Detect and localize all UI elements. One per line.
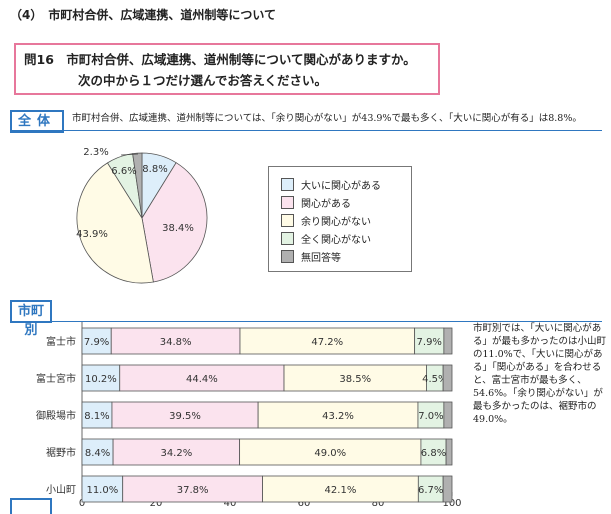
bar-value-label: 39.5% <box>169 411 201 422</box>
legend-label: 大いに関心がある <box>301 181 381 192</box>
bar-value-label: 7.9% <box>417 337 442 348</box>
question-line-1: 問16 市町村合併、広域連携、道州制等について関心がありますか。 <box>24 52 416 67</box>
pie-label-2: 43.9% <box>76 229 108 240</box>
pie-slice-1 <box>141 162 208 283</box>
bar-segment <box>112 438 241 466</box>
legend-swatch <box>281 232 294 245</box>
bar-value-label: 37.8% <box>177 485 209 496</box>
question-box: 問16 市町村合併、広域連携、道州制等について関心がありますか。 次の中から１つ… <box>14 43 440 95</box>
city-note: 市町別では、「大いに関心がある」が最も多かったのは小山町の11.0%で、「大いに… <box>473 323 607 425</box>
bar-category-label: 小山町 <box>46 484 76 496</box>
bar-value-label: 34.2% <box>160 448 192 459</box>
bar-value-label: 34.8% <box>160 337 192 348</box>
bar-segment <box>417 401 445 429</box>
bar-category-label: 御殿場市 <box>36 409 76 422</box>
legend-swatch <box>281 178 294 191</box>
bar-segment <box>445 438 453 466</box>
section-title: （4） 市町村合併、広域連携、道州制等について <box>10 8 276 22</box>
bar-value-label: 38.5% <box>339 374 371 385</box>
bar-segment <box>443 401 453 429</box>
bar-segment <box>442 475 453 503</box>
bar-segment <box>81 364 121 392</box>
pie-label-4: 2.3% <box>83 147 108 158</box>
bar-segment <box>283 364 427 392</box>
pie-leader-line <box>120 153 139 156</box>
legend-swatch <box>281 214 294 227</box>
city-tag: 市町別 <box>10 300 52 338</box>
next-section-tag <box>10 498 52 514</box>
legend-label: 無回答等 <box>301 253 341 264</box>
bar-value-label: 8.4% <box>85 448 110 459</box>
x-tick-label: 0 <box>79 498 85 507</box>
overall-summary: 市町村合併、広域連携、道州制等については、「余り関心がない」が43.9%で最も多… <box>72 113 582 124</box>
bar-segment <box>239 327 416 355</box>
bar-value-label: 11.0% <box>86 485 118 496</box>
bar-segment <box>414 327 445 355</box>
pie-chart: 8.8% 38.4% 43.9% 6.6%2.3% <box>76 147 208 284</box>
bar-segment <box>81 438 114 466</box>
bar-value-label: 42.1% <box>325 485 357 496</box>
legend-label: 全く関心がない <box>301 235 371 246</box>
legend-swatch <box>281 250 294 263</box>
bar-value-label: 44.4% <box>186 374 218 385</box>
pie-label-1: 38.4% <box>162 223 194 234</box>
overall-divider <box>10 130 602 131</box>
pie-legend: 大いに関心がある 関心がある余り関心がない 全く関心がない 無回答等 <box>268 166 412 272</box>
bar-value-label: 4.5% <box>422 374 447 385</box>
x-tick-label: 100 <box>442 498 461 507</box>
pie-slice-2 <box>76 162 154 284</box>
bar-category-label: 裾野市 <box>46 446 76 459</box>
bar-value-label: 43.2% <box>322 411 354 422</box>
overall-tag: 全体 <box>10 110 64 133</box>
bar-segment <box>81 401 113 429</box>
pie-label-3: 6.6% <box>111 166 136 177</box>
question-line-2: 次の中から１つだけ選んでお答えください。 <box>78 73 328 88</box>
bar-value-label: 10.2% <box>85 374 117 385</box>
bar-segment <box>239 438 422 466</box>
legend-label: 余り関心がない <box>301 217 371 228</box>
bar-segment <box>81 327 112 355</box>
bar-segment <box>443 327 453 355</box>
bar-segment <box>81 475 124 503</box>
bar-segment <box>110 327 241 355</box>
bar-value-label: 7.0% <box>418 411 443 422</box>
pie-slice-4 <box>132 152 143 219</box>
city-divider <box>10 321 602 322</box>
bar-segment <box>257 401 419 429</box>
x-tick-label: 20 <box>150 498 163 507</box>
bar-value-label: 6.7% <box>418 485 443 496</box>
bar-category-label: 富士市 <box>46 335 76 348</box>
legend-swatch <box>281 196 294 209</box>
legend-label: 関心がある <box>301 199 351 210</box>
bar-value-label: 8.1% <box>84 411 109 422</box>
x-tick-label: 40 <box>224 498 237 507</box>
bar-value-label: 49.0% <box>314 448 346 459</box>
stacked-bar-chart: 0 20 40 60 80 100 富士市 7.9% 34.8% 47.2% 7.9% 富士宮市 10.… <box>36 322 462 507</box>
bar-segment <box>417 475 444 503</box>
x-tick-label: 60 <box>298 498 311 507</box>
bar-segment <box>119 364 285 392</box>
bar-category-label: 富士宮市 <box>36 372 76 385</box>
bar-segment <box>122 475 263 503</box>
bar-segment <box>442 364 453 392</box>
pie-label-0: 8.8% <box>142 164 167 175</box>
bar-value-label: 7.9% <box>84 337 109 348</box>
x-tick-label: 80 <box>372 498 385 507</box>
bar-value-label: 6.8% <box>421 448 446 459</box>
bar-value-label: 47.2% <box>311 337 343 348</box>
